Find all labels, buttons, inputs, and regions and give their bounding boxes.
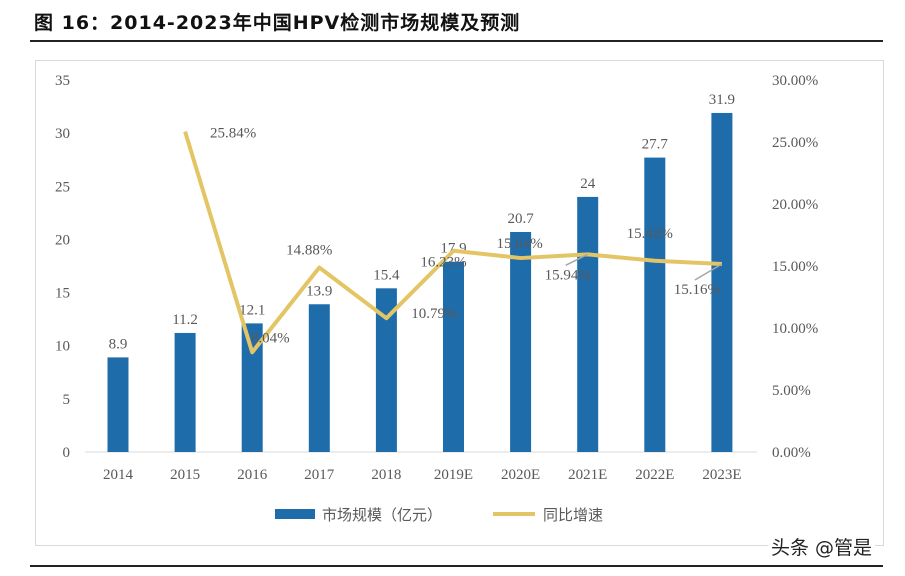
bar [107,357,129,452]
bar-data-label: 13.9 [306,283,332,299]
bar-data-label: 15.4 [373,267,400,283]
bar-data-label: 31.9 [709,92,735,108]
right-tick-label: 20.00% [772,197,818,213]
bar-data-label: 12.1 [239,302,265,318]
bar-data-label: 8.9 [109,336,128,352]
right-tick-label: 10.00% [772,321,818,337]
label-leader-line [694,263,723,281]
bar [577,196,599,452]
x-tick-label: 2021E [568,467,607,483]
chart-frame [35,60,884,546]
bar [443,261,464,452]
right-tick-label: 0.00% [772,445,811,461]
bar [510,231,532,452]
left-tick-label: 0 [63,445,71,461]
title-rule [30,40,883,42]
x-tick-label: 2020E [501,467,540,483]
line-data-label: 15.16% [674,282,720,298]
figure-title: 图 16：2014-2023年中国HPV检测市场规模及预测 [34,12,521,34]
bar-data-label: 11.2 [172,312,198,328]
legend-bar-label: 市场规模（亿元） [322,507,442,524]
x-tick-label: 2015 [170,467,200,483]
bar-data-label: 24 [580,176,596,192]
right-tick-label: 15.00% [772,259,818,275]
line-data-label: 15.94% [545,267,591,283]
left-tick-label: 5 [63,392,71,408]
x-tick-label: 2017 [304,467,335,483]
left-tick-label: 20 [55,232,70,248]
bar-data-label: 27.7 [642,137,669,153]
bar [308,304,330,452]
line-data-label: 25.84% [210,126,256,142]
legend-line-label: 同比增速 [543,507,603,524]
legend-bar-swatch [275,509,315,519]
x-tick-label: 2014 [103,467,134,483]
right-tick-label: 30.00% [772,73,818,89]
bar [711,112,733,452]
x-tick-label: 2022E [635,467,674,483]
left-tick-label: 25 [55,179,70,195]
line-data-label: 15.64% [496,236,542,252]
bar [644,157,666,453]
right-tick-label: 5.00% [772,383,811,399]
left-tick-label: 35 [55,73,70,89]
x-tick-label: 2023E [702,467,741,483]
line-data-label: 14.88% [286,242,332,258]
line-data-label: 8.04% [251,330,290,346]
line-data-label: 10.79% [411,306,457,322]
left-tick-label: 10 [55,339,70,355]
x-tick-label: 2018 [371,467,401,483]
left-tick-label: 30 [55,126,70,142]
bar [241,323,263,452]
line-data-label: 16.23% [420,255,466,271]
bar-data-label: 20.7 [507,211,534,227]
growth-line [183,131,722,355]
bottom-rule [30,565,883,567]
x-tick-label: 2016 [237,467,268,483]
label-leader-line [565,253,589,267]
left-tick-label: 15 [55,286,70,302]
watermark: 头条 @管是 [768,533,876,560]
x-tick-label: 2019E [434,467,473,483]
line-data-label: 15.42% [627,226,673,242]
bar [174,332,196,452]
right-tick-label: 25.00% [772,135,818,151]
bar [375,288,397,452]
